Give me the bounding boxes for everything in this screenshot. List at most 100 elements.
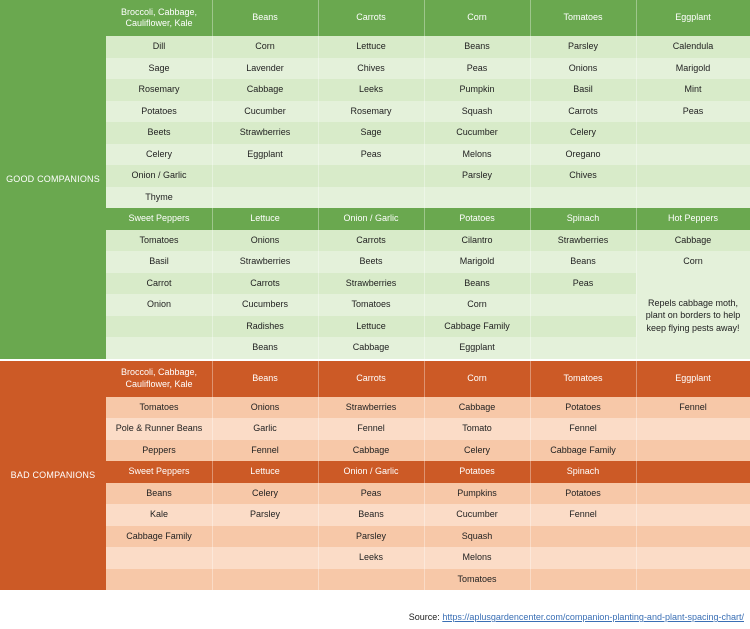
- plant-cell: Strawberries: [212, 122, 318, 144]
- plant-cell: Onions: [212, 229, 318, 251]
- plant-cell: [212, 186, 318, 208]
- plant-cell: Melons: [424, 143, 530, 165]
- column-header: Lettuce: [212, 461, 318, 483]
- plant-cell: Potatoes: [106, 100, 212, 122]
- plant-cell: Pole & Runner Beans: [106, 418, 212, 440]
- plant-cell: Lavender: [212, 57, 318, 79]
- plant-cell: Peas: [424, 57, 530, 79]
- plant-cell: [318, 165, 424, 187]
- column-header: Spinach: [530, 208, 636, 230]
- plant-cell: Carrots: [530, 100, 636, 122]
- plant-cell: Cucumber: [212, 100, 318, 122]
- plant-cell: Strawberries: [530, 229, 636, 251]
- plant-cell: [212, 525, 318, 547]
- column-header: Onion / Garlic: [318, 461, 424, 483]
- plant-cell: Onion: [106, 294, 212, 316]
- plant-cell: Celery: [106, 143, 212, 165]
- plant-cell: Chives: [318, 57, 424, 79]
- column-header: Lettuce: [212, 208, 318, 230]
- source-line: Source: https://aplusgardencenter.com/co…: [409, 612, 744, 622]
- plant-cell: Cucumber: [424, 122, 530, 144]
- plant-cell: [636, 143, 750, 165]
- plant-cell: Cabbage: [318, 439, 424, 461]
- plant-cell: Cabbage Family: [106, 525, 212, 547]
- plant-cell: Fennel: [530, 418, 636, 440]
- plant-cell: Celery: [424, 439, 530, 461]
- plant-cell: Peas: [530, 272, 636, 294]
- plant-cell: Beets: [106, 122, 212, 144]
- column-header: Eggplant: [636, 360, 750, 397]
- hot-peppers-note: Repels cabbage moth, plant on borders to…: [636, 272, 750, 359]
- plant-cell: [424, 186, 530, 208]
- plant-cell: Carrots: [212, 272, 318, 294]
- plant-cell: [636, 186, 750, 208]
- plant-cell: [212, 547, 318, 569]
- plant-cell: Calendula: [636, 36, 750, 58]
- plant-cell: Kale: [106, 504, 212, 526]
- plant-cell: Fennel: [212, 439, 318, 461]
- plant-cell: Parsley: [424, 165, 530, 187]
- column-header: Tomatoes: [530, 0, 636, 36]
- plant-cell: [106, 568, 212, 590]
- plant-cell: Cabbage Family: [424, 315, 530, 337]
- plant-cell: [530, 337, 636, 359]
- source-link[interactable]: https://aplusgardencenter.com/companion-…: [442, 612, 744, 622]
- plant-cell: Basil: [106, 251, 212, 273]
- plant-cell: Fennel: [318, 418, 424, 440]
- plant-cell: Cabbage: [636, 229, 750, 251]
- plant-cell: Parsley: [318, 525, 424, 547]
- plant-cell: Beans: [318, 504, 424, 526]
- plant-cell: Squash: [424, 100, 530, 122]
- plant-cell: Cucumbers: [212, 294, 318, 316]
- column-divider: [318, 0, 319, 590]
- column-header: Beans: [212, 360, 318, 397]
- column-header: Carrots: [318, 0, 424, 36]
- plant-cell: [530, 294, 636, 316]
- plant-cell: Tomatoes: [106, 229, 212, 251]
- plant-cell: Cabbage: [212, 79, 318, 101]
- plant-cell: Eggplant: [212, 143, 318, 165]
- plant-cell: Peas: [318, 482, 424, 504]
- plant-cell: Garlic: [212, 418, 318, 440]
- column-header: Potatoes: [424, 461, 530, 483]
- column-header: Broccoli, Cabbage, Cauliflower, Kale: [106, 0, 212, 36]
- plant-cell: Beans: [212, 337, 318, 359]
- column-divider: [530, 0, 531, 590]
- plant-cell: Marigold: [424, 251, 530, 273]
- plant-cell: Rosemary: [318, 100, 424, 122]
- plant-cell: Peppers: [106, 439, 212, 461]
- plant-cell: Eggplant: [424, 337, 530, 359]
- plant-cell: Carrots: [318, 229, 424, 251]
- plant-cell: Lettuce: [318, 315, 424, 337]
- plant-cell: [636, 122, 750, 144]
- plant-cell: Chives: [530, 165, 636, 187]
- plant-cell: [636, 482, 750, 504]
- column-header: Carrots: [318, 360, 424, 397]
- plant-cell: Beets: [318, 251, 424, 273]
- plant-cell: Tomato: [424, 418, 530, 440]
- plant-cell: Beans: [530, 251, 636, 273]
- plant-cell: Strawberries: [212, 251, 318, 273]
- column-header: Spinach: [530, 461, 636, 483]
- good-companions-label: GOOD COMPANIONS: [0, 0, 106, 359]
- plant-cell: Marigold: [636, 57, 750, 79]
- plant-cell: Tomatoes: [424, 568, 530, 590]
- plant-cell: [530, 547, 636, 569]
- column-header: Corn: [424, 0, 530, 36]
- plant-cell: Potatoes: [530, 482, 636, 504]
- plant-cell: [530, 525, 636, 547]
- plant-cell: [636, 439, 750, 461]
- plant-cell: Sage: [106, 57, 212, 79]
- column-header: Sweet Peppers: [106, 208, 212, 230]
- plant-cell: Beans: [424, 272, 530, 294]
- column-header: Corn: [424, 360, 530, 397]
- plant-cell: Leeks: [318, 79, 424, 101]
- plant-cell: [106, 337, 212, 359]
- plant-cell: Squash: [424, 525, 530, 547]
- plant-cell: Onions: [530, 57, 636, 79]
- plant-cell: Beans: [424, 36, 530, 58]
- plant-cell: Thyme: [106, 186, 212, 208]
- plant-cell: Lettuce: [318, 36, 424, 58]
- plant-cell: Carrot: [106, 272, 212, 294]
- plant-cell: [106, 315, 212, 337]
